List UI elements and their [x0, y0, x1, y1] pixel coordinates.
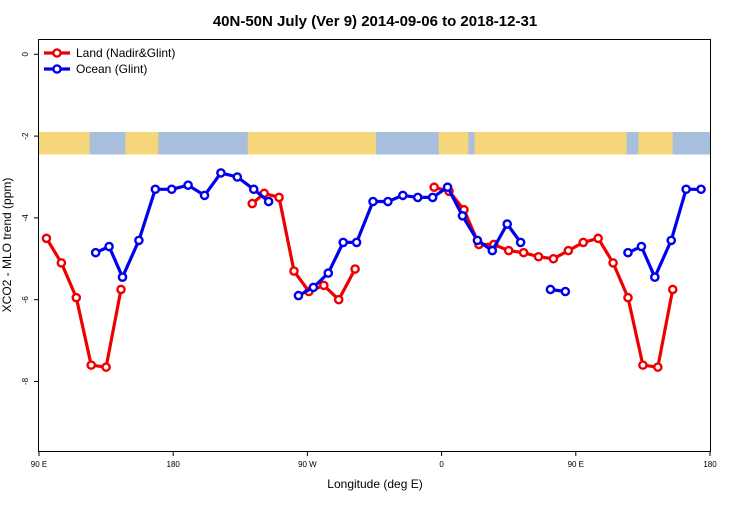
x-tick-label: 90 W	[298, 460, 317, 469]
data-point	[518, 247, 529, 258]
legend: Land (Nadir&Glint) Ocean (Glint)	[44, 46, 175, 76]
data-point	[232, 172, 243, 182]
series-line	[433, 185, 675, 369]
data-point	[503, 245, 514, 256]
data-point	[199, 190, 210, 201]
map-land	[125, 132, 159, 155]
data-point	[593, 233, 603, 244]
data-point	[623, 292, 633, 303]
data-point	[293, 290, 304, 301]
data-point	[578, 237, 589, 248]
data-point	[398, 190, 408, 201]
series-line	[297, 185, 522, 298]
data-point	[650, 272, 660, 282]
y-tick-label: -4	[21, 214, 30, 222]
map-land	[247, 132, 376, 155]
data-point	[638, 360, 648, 370]
data-point	[383, 196, 393, 207]
data-point	[350, 264, 360, 274]
data-point	[183, 180, 193, 190]
data-point	[247, 198, 258, 209]
data-point	[319, 280, 329, 291]
series-1	[90, 168, 706, 301]
y-tick-label: -8	[21, 377, 30, 385]
series-line	[45, 237, 123, 369]
x-tick-label: 0	[439, 460, 444, 469]
data-point	[333, 294, 344, 305]
data-point	[666, 235, 677, 246]
data-point	[515, 237, 526, 248]
x-tick-label: 90 E	[568, 460, 584, 469]
data-point	[56, 258, 67, 268]
data-point	[548, 253, 559, 264]
data-point	[86, 360, 96, 370]
map-land	[438, 132, 469, 155]
map-band	[39, 132, 710, 155]
data-point	[412, 192, 423, 203]
x-tick-label: 90 E	[31, 460, 47, 469]
data-point	[472, 235, 483, 246]
data-point	[457, 211, 468, 221]
data-point	[427, 192, 438, 203]
data-point	[429, 182, 439, 193]
data-point	[351, 237, 362, 248]
series-line	[95, 171, 270, 279]
x-axis-label: Longitude (deg E)	[327, 477, 422, 491]
axes: 90 E 180 90 W 0 90 E 180 0 -2 -4 -6 -8	[21, 52, 717, 469]
legend-label: Land (Nadir&Glint)	[76, 46, 175, 60]
y-tick-label: -2	[21, 132, 30, 140]
data-point	[104, 241, 114, 252]
data-point	[338, 237, 348, 248]
series-layer	[41, 168, 706, 372]
y-tick-label: 0	[21, 52, 30, 57]
data-point	[563, 245, 574, 256]
data-point	[323, 268, 334, 278]
data-point	[216, 168, 226, 178]
data-point	[117, 272, 128, 282]
series-0	[41, 182, 678, 372]
data-point	[289, 266, 299, 276]
data-point	[263, 196, 274, 207]
data-point	[274, 192, 284, 203]
plot-frame	[38, 39, 711, 452]
data-point	[368, 196, 378, 207]
data-point	[545, 284, 556, 295]
data-point	[41, 233, 52, 244]
series-line	[627, 187, 702, 279]
y-axis-label: XCO2 - MLO trend (ppm)	[0, 178, 14, 313]
x-tick-label: 180	[167, 460, 181, 469]
map-land	[474, 132, 627, 155]
data-point	[667, 284, 678, 295]
data-point	[101, 362, 111, 372]
data-point	[560, 286, 571, 297]
data-point	[116, 284, 126, 295]
legend-label: Ocean (Glint)	[76, 62, 147, 76]
data-point	[696, 184, 706, 195]
data-point	[533, 251, 544, 262]
data-point	[150, 184, 161, 195]
data-point	[308, 282, 319, 293]
data-point	[90, 247, 101, 258]
legend-marker	[52, 48, 62, 58]
y-tick-label: -6	[21, 296, 30, 304]
data-point	[636, 241, 647, 252]
data-point	[502, 219, 513, 229]
map-land	[638, 132, 673, 155]
legend-marker	[52, 64, 62, 74]
data-point	[134, 235, 144, 246]
x-tick-label: 180	[703, 460, 717, 469]
data-point	[681, 184, 691, 195]
data-point	[248, 184, 259, 195]
data-point	[608, 258, 618, 268]
data-point	[487, 245, 498, 256]
map-land	[39, 132, 90, 155]
data-point	[71, 292, 82, 303]
data-point	[653, 362, 663, 372]
data-point	[166, 184, 177, 195]
data-point	[623, 247, 633, 258]
data-point	[442, 182, 453, 193]
chart-title: 40N-50N July (Ver 9) 2014-09-06 to 2018-…	[213, 13, 537, 30]
